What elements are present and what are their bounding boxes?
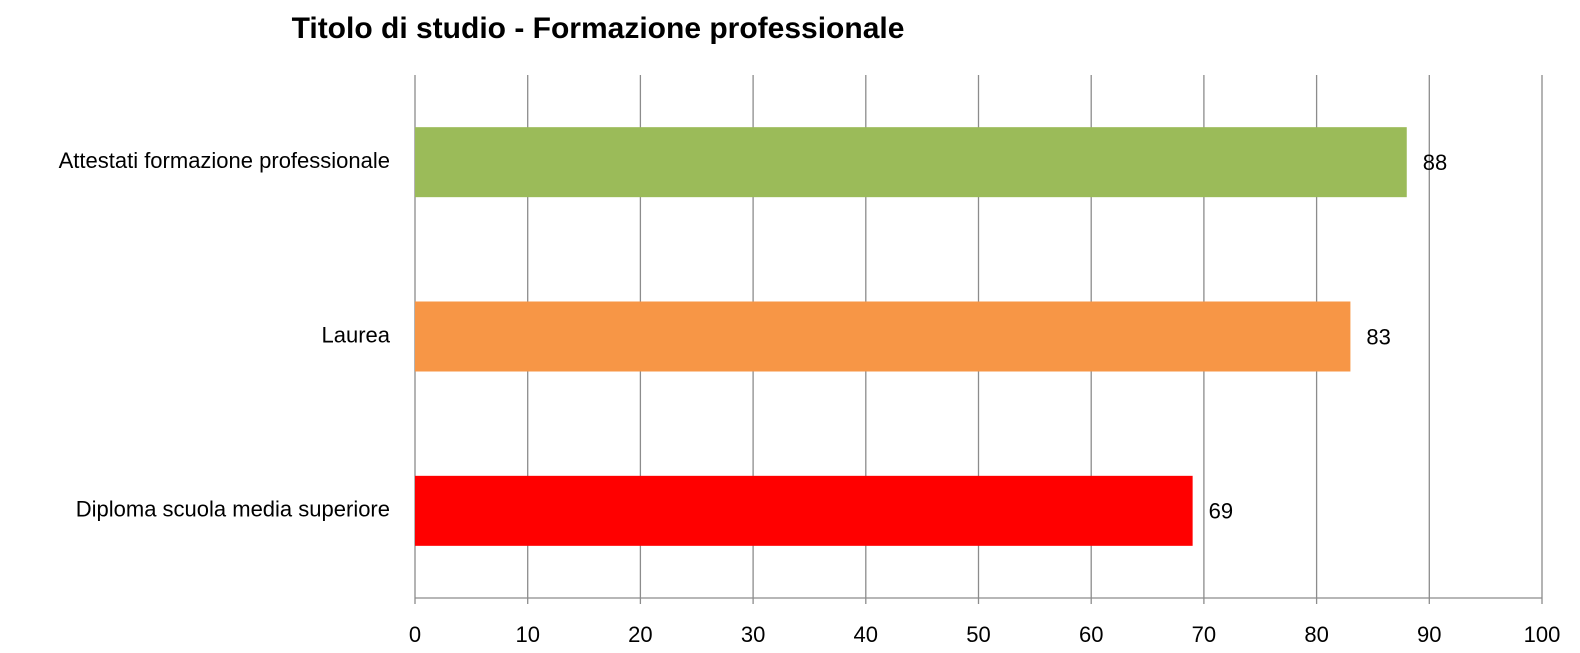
x-tick-label: 60: [1079, 622, 1103, 647]
x-tick-label: 90: [1417, 622, 1441, 647]
bar: [415, 127, 1407, 198]
x-tick-label: 80: [1304, 622, 1328, 647]
bar: [415, 301, 1351, 372]
x-tick-label: 10: [515, 622, 539, 647]
bar: [415, 475, 1193, 546]
x-tick-label: 50: [966, 622, 990, 647]
chart-title: Titolo di studio - Formazione profession…: [292, 12, 905, 45]
x-tick-label: 30: [741, 622, 765, 647]
data-label: 69: [1209, 499, 1233, 524]
x-tick-label: 20: [628, 622, 652, 647]
data-label: 88: [1423, 150, 1447, 175]
x-tick-label: 70: [1192, 622, 1216, 647]
y-tick-label: Diploma scuola media superiore: [76, 497, 390, 522]
y-tick-label: Attestati formazione professionale: [59, 148, 390, 173]
x-tick-label: 100: [1524, 622, 1561, 647]
x-tick-label: 40: [854, 622, 878, 647]
y-tick-label: Laurea: [321, 322, 390, 347]
x-tick-label: 0: [409, 622, 421, 647]
data-label: 83: [1366, 324, 1390, 349]
